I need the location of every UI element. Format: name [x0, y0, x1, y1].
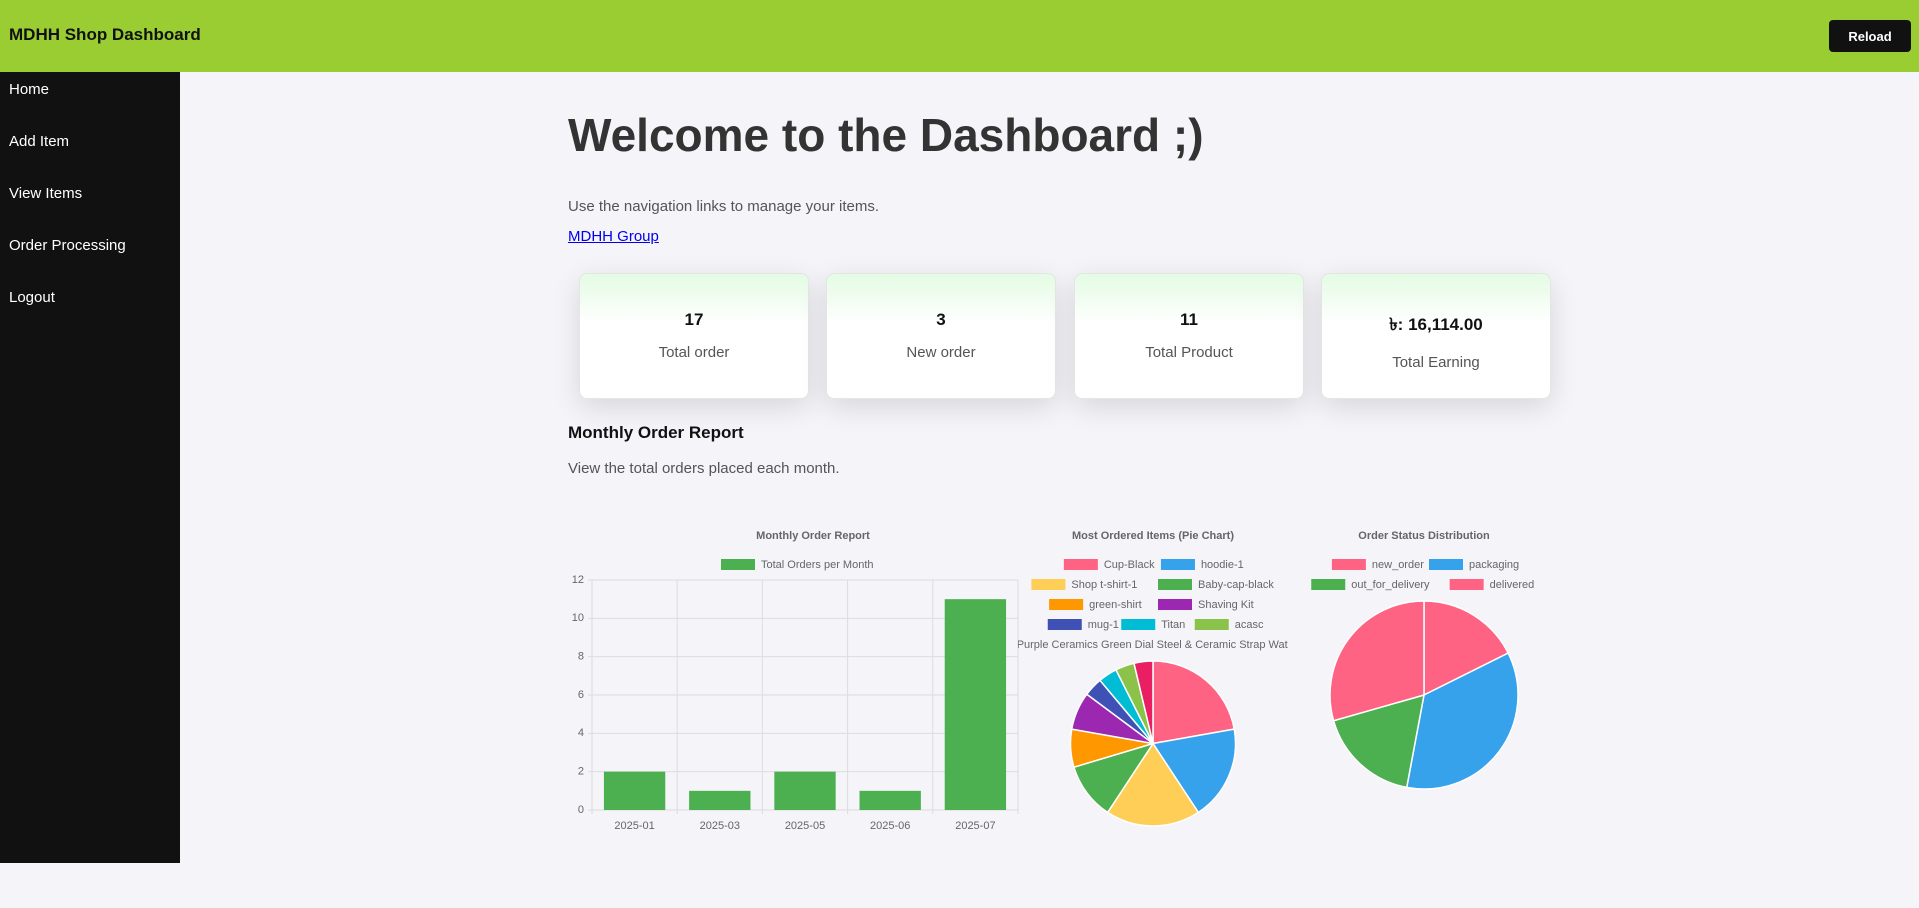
- legend-swatch: [1031, 579, 1066, 590]
- y-tick-label: 8: [578, 651, 584, 663]
- stat-value: ৳: 16,114.00: [1389, 315, 1483, 334]
- nav-link[interactable]: View Items: [9, 185, 83, 202]
- pie-slice: [1151, 728, 1237, 814]
- legend-label: Cup-Black: [1104, 559, 1155, 571]
- nav-link[interactable]: Order Processing: [9, 237, 126, 254]
- y-tick-label: 0: [578, 804, 584, 816]
- pie-chart: Order Status Distribution new_order packag…: [1311, 530, 1535, 790]
- intro-text: Use the navigation links to manage your …: [568, 198, 879, 215]
- legend-swatch: [1429, 559, 1463, 570]
- legend-label: Baby-cap-black: [1198, 579, 1274, 591]
- stat-label: New order: [906, 344, 976, 361]
- bar: [603, 771, 666, 810]
- legend-label: out_for_delivery: [1351, 579, 1430, 591]
- nav-link[interactable]: Add Item: [9, 133, 70, 150]
- pie-slice: [1133, 660, 1154, 744]
- reload-button[interactable]: Reload: [1829, 20, 1911, 52]
- stat-card: 3 New order: [826, 273, 1056, 399]
- stat-card: 17 Total order: [579, 273, 809, 399]
- y-tick-label: 12: [572, 574, 584, 586]
- legend-swatch: [1158, 599, 1192, 610]
- pie-slice: [1405, 652, 1519, 790]
- app-title: MDHH Shop Dashboard: [9, 25, 201, 44]
- legend-label: mug-1: [1088, 619, 1119, 631]
- sidebar: Home Add Item View Items Order Processin…: [0, 72, 180, 863]
- legend-swatch: [1194, 619, 1229, 630]
- y-tick-label: 6: [578, 689, 584, 701]
- legend-swatch: [1158, 579, 1192, 590]
- x-tick-label: 2025-06: [870, 820, 910, 832]
- group-link[interactable]: MDHH Group: [568, 228, 659, 245]
- legend-swatch: [1063, 559, 1098, 570]
- x-tick-label: 2025-07: [955, 820, 995, 832]
- section-text: View the total orders placed each month.: [568, 460, 840, 477]
- header: MDHH Shop Dashboard Reload: [0, 0, 1919, 72]
- y-tick-label: 2: [578, 766, 584, 778]
- bar: [859, 790, 921, 810]
- section-title: Monthly Order Report: [568, 423, 744, 442]
- legend-swatch: [1331, 559, 1366, 570]
- legend-swatch: [1311, 579, 1346, 590]
- bar: [944, 599, 1007, 810]
- heading: Welcome to the Dashboard ;): [568, 109, 1204, 161]
- pie-slice: [1106, 742, 1200, 827]
- pie-slice: [1329, 600, 1425, 722]
- legend-label: acasc: [1235, 619, 1264, 631]
- legend-label: Titan: [1161, 619, 1185, 631]
- legend-swatch: [721, 559, 755, 570]
- x-tick-label: 2025-03: [700, 820, 740, 832]
- legend-label: Purple Ceramics Green Dial Steel & Ceram…: [1017, 639, 1300, 651]
- bar: [689, 790, 751, 810]
- x-tick-label: 2025-05: [785, 820, 825, 832]
- legend-label: new_order: [1372, 559, 1424, 571]
- stat-value: 11: [1180, 310, 1198, 329]
- legend-swatch: [1449, 579, 1484, 590]
- stat-value: 3: [936, 310, 946, 329]
- x-tick-label: 2025-01: [614, 820, 654, 832]
- legend-swatch: [1160, 559, 1195, 570]
- legend-label: Shop t-shirt-1: [1071, 579, 1137, 591]
- chart-title: Monthly Order Report: [756, 530, 870, 542]
- legend-swatch: [1047, 619, 1082, 630]
- legend-swatch: [1121, 619, 1156, 630]
- stat-label: Total order: [658, 344, 730, 361]
- legend-swatch: [1049, 599, 1084, 610]
- legend-label: hoodie-1: [1201, 559, 1244, 571]
- y-tick-label: 4: [578, 727, 584, 739]
- legend-label: Total Orders per Month: [761, 559, 874, 571]
- legend-label: green-shirt: [1089, 599, 1142, 611]
- stat-value: 17: [684, 310, 704, 329]
- pie-slice: [1423, 600, 1510, 697]
- legend-label: Shaving Kit: [1198, 599, 1254, 611]
- legend-label: delivered: [1490, 579, 1535, 591]
- chart-title: Most Ordered Items (Pie Chart): [1072, 530, 1234, 542]
- nav-link[interactable]: Logout: [9, 289, 55, 306]
- pie-chart: Most Ordered Items (Pie Chart) Cup-Black h…: [1017, 530, 1300, 827]
- stat-card: 11 Total Product: [1074, 273, 1304, 399]
- chart-title: Order Status Distribution: [1358, 530, 1490, 542]
- stat-label: Total Product: [1145, 344, 1233, 361]
- stat-card: ৳: 16,114.00 Total Earning: [1321, 273, 1551, 399]
- bar: [774, 771, 836, 810]
- stat-label: Total Earning: [1392, 354, 1480, 371]
- charts: Monthly Order Report Total Orders per Mon…: [572, 530, 1535, 832]
- pie-slice: [1152, 660, 1236, 745]
- pie-slice: [1332, 693, 1425, 789]
- legend-label: packaging: [1469, 559, 1519, 571]
- y-tick-label: 10: [572, 612, 584, 624]
- nav-link[interactable]: Home: [9, 81, 50, 98]
